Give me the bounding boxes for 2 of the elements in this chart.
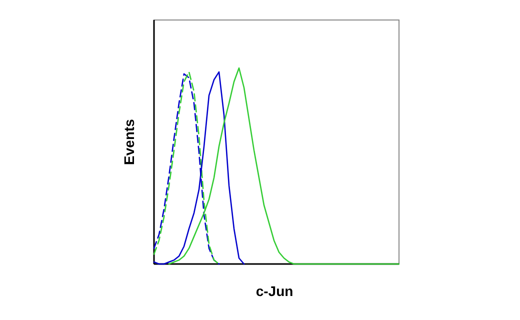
y-axis-title: Events (121, 118, 137, 165)
x-axis-title: c-Jun (256, 283, 294, 299)
